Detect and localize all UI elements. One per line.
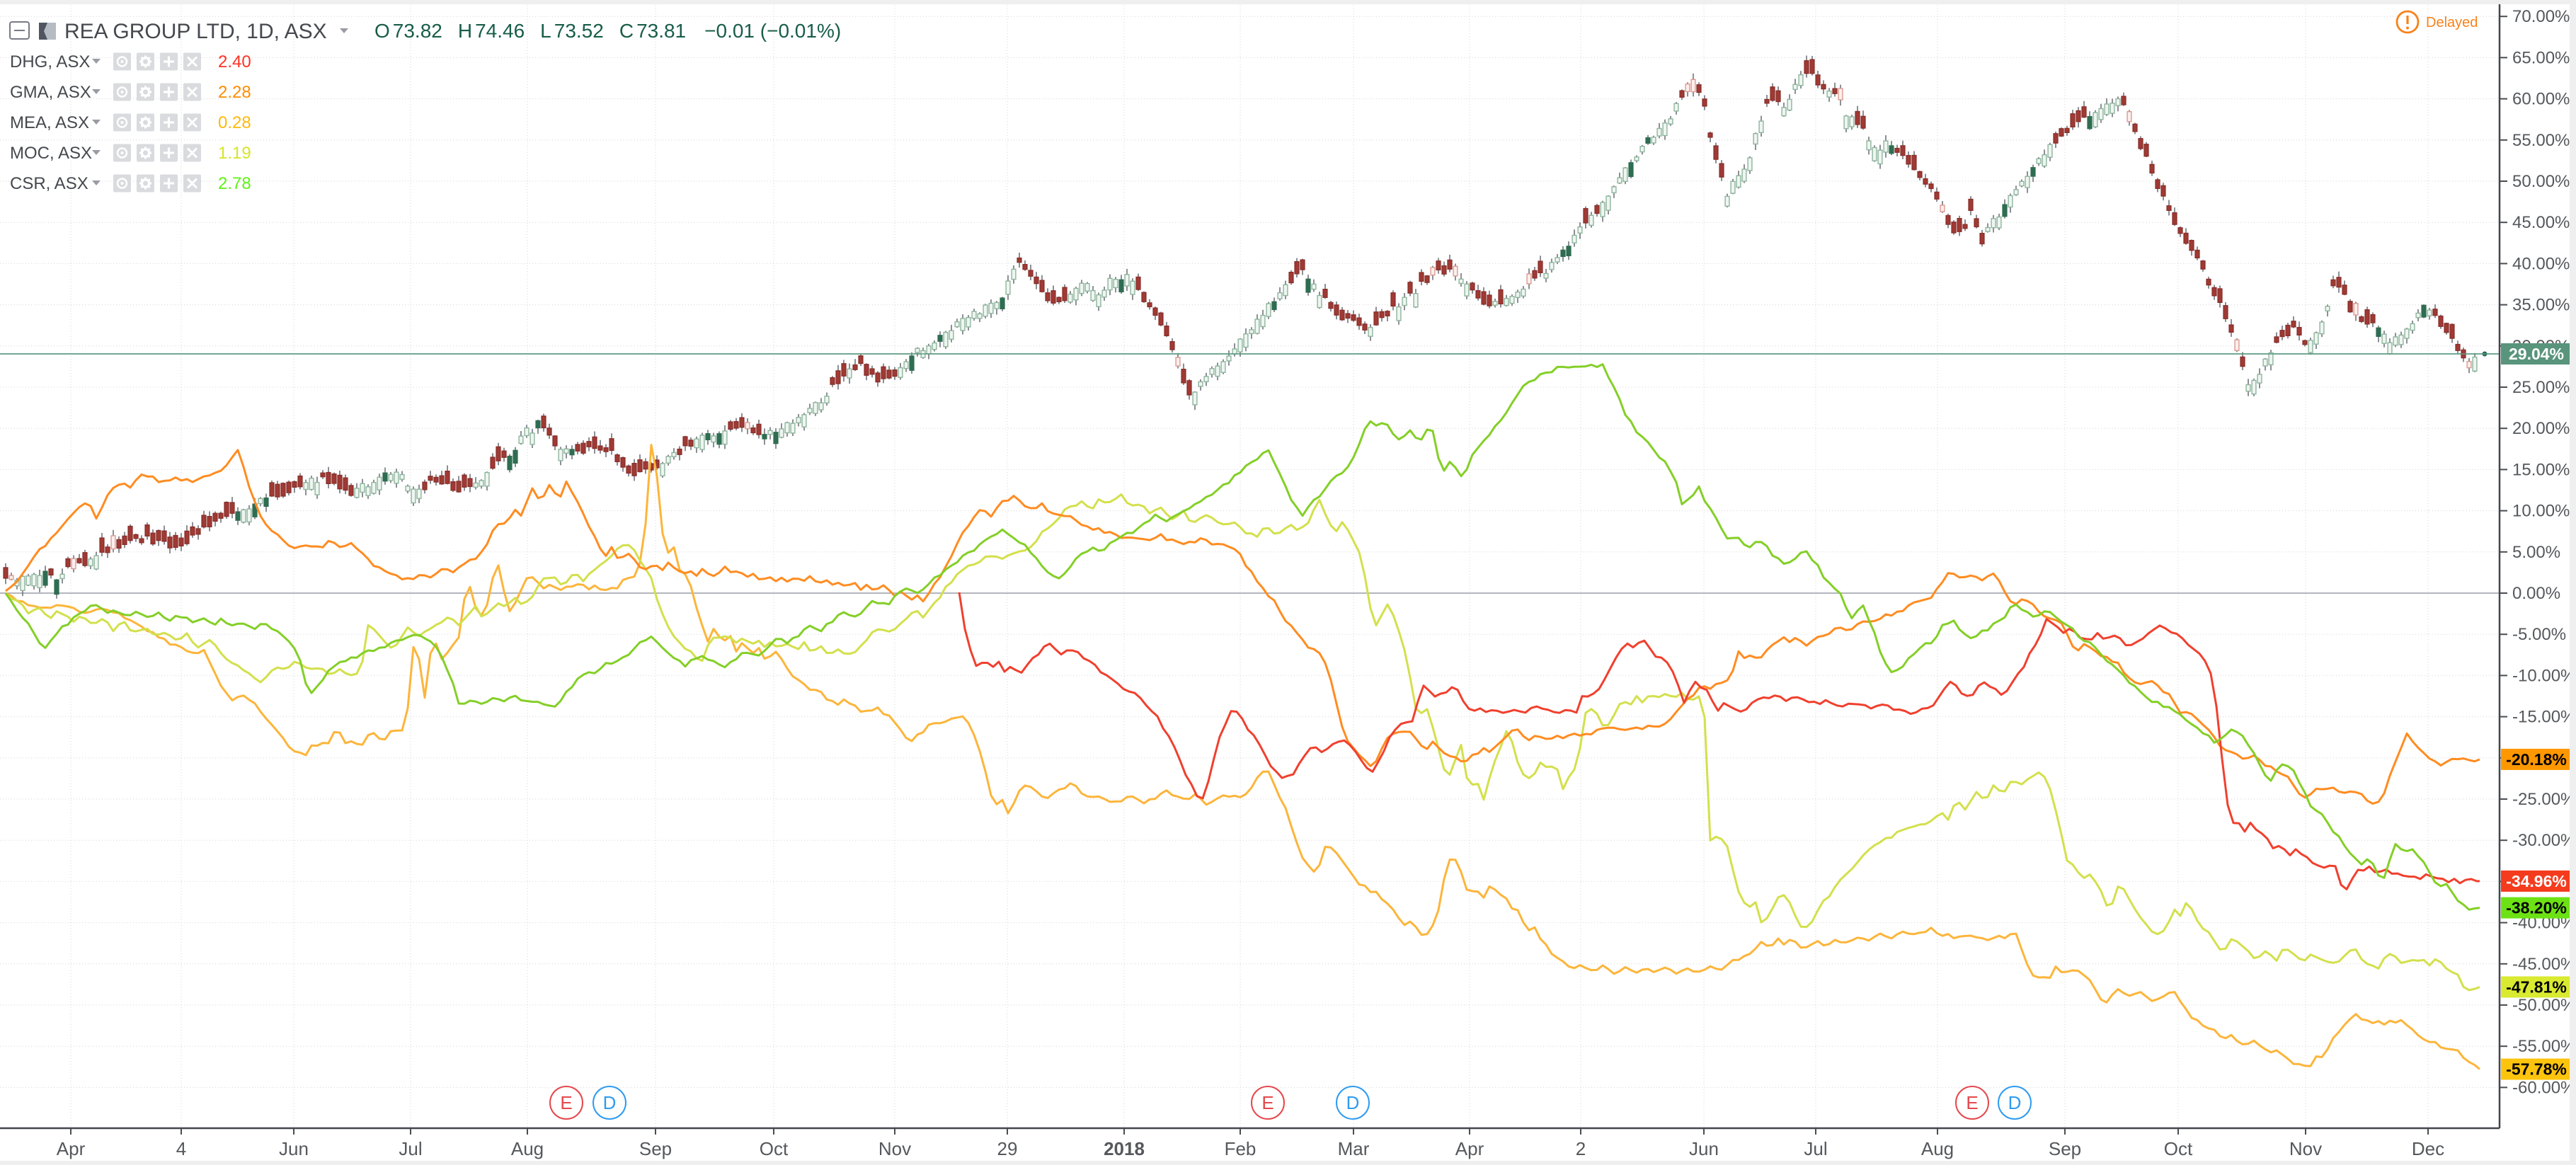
- svg-text:Apr: Apr: [1455, 1138, 1484, 1159]
- svg-text:-57.78%: -57.78%: [2506, 1060, 2567, 1079]
- svg-text:55.00%: 55.00%: [2512, 131, 2570, 150]
- svg-text:29: 29: [997, 1138, 1018, 1159]
- svg-text:2018: 2018: [1104, 1138, 1145, 1159]
- svg-text:MEA, ASX: MEA, ASX: [10, 113, 89, 132]
- svg-text:-30.00%: -30.00%: [2512, 831, 2575, 850]
- svg-text:GMA, ASX: GMA, ASX: [10, 83, 91, 102]
- svg-text:45.00%: 45.00%: [2512, 213, 2570, 232]
- svg-text:Mar: Mar: [1338, 1138, 1370, 1159]
- svg-text:Feb: Feb: [1225, 1138, 1256, 1159]
- svg-text:Apr: Apr: [57, 1138, 86, 1159]
- svg-text:-5.00%: -5.00%: [2512, 625, 2566, 644]
- svg-text:Aug: Aug: [1921, 1138, 1954, 1159]
- svg-text:10.00%: 10.00%: [2512, 502, 2570, 521]
- svg-text:Oct: Oct: [2164, 1138, 2193, 1159]
- svg-text:2.78: 2.78: [218, 174, 251, 193]
- svg-text:Jun: Jun: [1689, 1138, 1719, 1159]
- svg-text:Jun: Jun: [279, 1138, 309, 1159]
- svg-text:0.00%: 0.00%: [2512, 584, 2560, 603]
- svg-text:15.00%: 15.00%: [2512, 460, 2570, 479]
- svg-text:-15.00%: -15.00%: [2512, 708, 2575, 727]
- svg-text:Jul: Jul: [399, 1138, 422, 1159]
- svg-text:Nov: Nov: [878, 1138, 911, 1159]
- svg-text:CSR, ASX: CSR, ASX: [10, 174, 88, 193]
- svg-text:REA GROUP LTD, 1D, ASX: REA GROUP LTD, 1D, ASX: [64, 20, 327, 43]
- svg-text:-34.96%: -34.96%: [2506, 872, 2567, 890]
- svg-text:2.40: 2.40: [218, 52, 251, 71]
- svg-text:DHG, ASX: DHG, ASX: [10, 52, 90, 71]
- svg-text:Aug: Aug: [511, 1138, 544, 1159]
- svg-text:-20.18%: -20.18%: [2506, 750, 2567, 769]
- svg-text:D: D: [1346, 1092, 1360, 1113]
- svg-text:35.00%: 35.00%: [2512, 296, 2570, 315]
- svg-text:25.00%: 25.00%: [2512, 378, 2570, 397]
- svg-text:-25.00%: -25.00%: [2512, 790, 2575, 809]
- svg-text:1.19: 1.19: [218, 144, 251, 163]
- svg-text:-60.00%: -60.00%: [2512, 1078, 2575, 1097]
- svg-text:Dec: Dec: [2412, 1138, 2444, 1159]
- svg-text:2: 2: [1576, 1138, 1586, 1159]
- svg-text:D: D: [603, 1092, 617, 1113]
- svg-text:40.00%: 40.00%: [2512, 254, 2570, 273]
- svg-text:29.04%: 29.04%: [2509, 345, 2564, 363]
- svg-text:-47.81%: -47.81%: [2506, 978, 2567, 997]
- svg-text:Oct: Oct: [760, 1138, 789, 1159]
- svg-text:5.00%: 5.00%: [2512, 543, 2560, 562]
- svg-text:Nov: Nov: [2289, 1138, 2322, 1159]
- svg-text:D: D: [2008, 1092, 2022, 1113]
- svg-text:-10.00%: -10.00%: [2512, 666, 2575, 685]
- svg-text:-55.00%: -55.00%: [2512, 1037, 2575, 1056]
- svg-text:E: E: [1261, 1092, 1273, 1113]
- svg-text:E: E: [1966, 1092, 1978, 1113]
- svg-text:70.00%: 70.00%: [2512, 7, 2570, 26]
- svg-text:-50.00%: -50.00%: [2512, 996, 2575, 1015]
- svg-text:20.00%: 20.00%: [2512, 419, 2570, 438]
- svg-text:MOC, ASX: MOC, ASX: [10, 144, 92, 163]
- svg-text:Jul: Jul: [1804, 1138, 1827, 1159]
- svg-text:60.00%: 60.00%: [2512, 90, 2570, 109]
- svg-text:65.00%: 65.00%: [2512, 48, 2570, 67]
- svg-text:0.28: 0.28: [218, 113, 251, 132]
- svg-text:50.00%: 50.00%: [2512, 172, 2570, 191]
- svg-text:4: 4: [176, 1138, 186, 1159]
- svg-text:2.28: 2.28: [218, 83, 251, 102]
- svg-text:E: E: [560, 1092, 572, 1113]
- svg-text:Sep: Sep: [639, 1138, 672, 1159]
- svg-text:Sep: Sep: [2049, 1138, 2081, 1159]
- svg-text:-45.00%: -45.00%: [2512, 955, 2575, 974]
- svg-text:-38.20%: -38.20%: [2506, 899, 2567, 917]
- svg-text:Delayed: Delayed: [2426, 15, 2478, 30]
